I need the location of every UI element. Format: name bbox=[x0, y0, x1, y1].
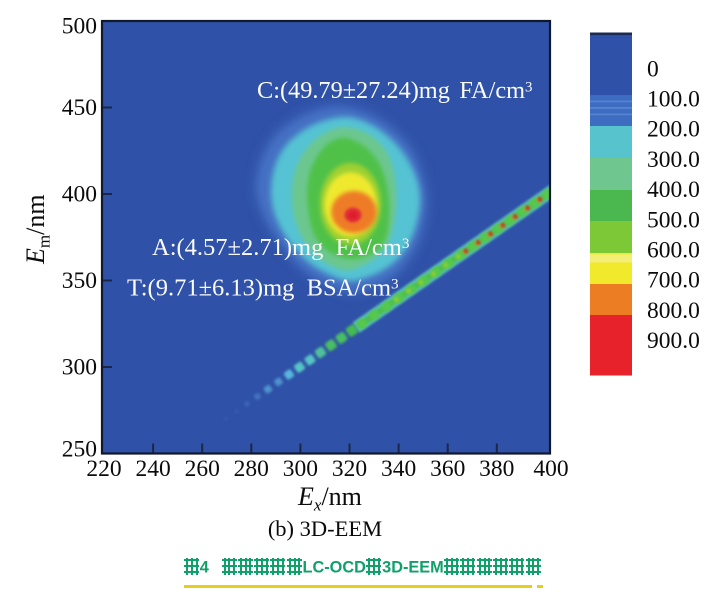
svg-text:200.0: 200.0 bbox=[647, 117, 700, 143]
svg-text:500: 500 bbox=[62, 14, 97, 40]
svg-text:400: 400 bbox=[62, 182, 97, 208]
svg-text:300.0: 300.0 bbox=[647, 147, 700, 173]
svg-text:C:(49.79±27.24)mg FA/cm3: C:(49.79±27.24)mg FA/cm3 bbox=[257, 77, 532, 104]
svg-text:350: 350 bbox=[62, 268, 97, 294]
svg-text:250: 250 bbox=[62, 437, 97, 463]
svg-text:800.0: 800.0 bbox=[647, 298, 700, 324]
svg-text:T:(9.71±6.13)mg BSA/cm3: T:(9.71±6.13)mg BSA/cm3 bbox=[127, 275, 399, 302]
svg-text:400: 400 bbox=[533, 456, 568, 482]
svg-text:Ex/nm: Ex/nm bbox=[297, 482, 362, 515]
svg-text:600.0: 600.0 bbox=[647, 238, 700, 264]
svg-text:450: 450 bbox=[62, 95, 97, 121]
svg-text:300: 300 bbox=[283, 456, 318, 482]
svg-text:Em/nm: Em/nm bbox=[21, 194, 54, 265]
svg-text:320: 320 bbox=[332, 456, 367, 482]
svg-text:500.0: 500.0 bbox=[647, 207, 700, 233]
svg-text:240: 240 bbox=[135, 456, 170, 482]
svg-text:220: 220 bbox=[86, 456, 121, 482]
svg-text:700.0: 700.0 bbox=[647, 268, 700, 294]
svg-text:260: 260 bbox=[185, 456, 220, 482]
svg-text:400.0: 400.0 bbox=[647, 177, 700, 203]
svg-text:(b) 3D-EEM: (b) 3D-EEM bbox=[268, 516, 382, 541]
svg-text:340: 340 bbox=[381, 456, 416, 482]
svg-text:360: 360 bbox=[430, 456, 465, 482]
svg-text:900.0: 900.0 bbox=[647, 328, 700, 354]
svg-text:380: 380 bbox=[479, 456, 514, 482]
svg-text:100.0: 100.0 bbox=[647, 87, 700, 113]
svg-text:A:(4.57±2.71)mg FA/cm3: A:(4.57±2.71)mg FA/cm3 bbox=[152, 234, 409, 261]
svg-text:300: 300 bbox=[62, 355, 97, 381]
svg-text:280: 280 bbox=[234, 456, 269, 482]
svg-text:0: 0 bbox=[647, 56, 659, 82]
